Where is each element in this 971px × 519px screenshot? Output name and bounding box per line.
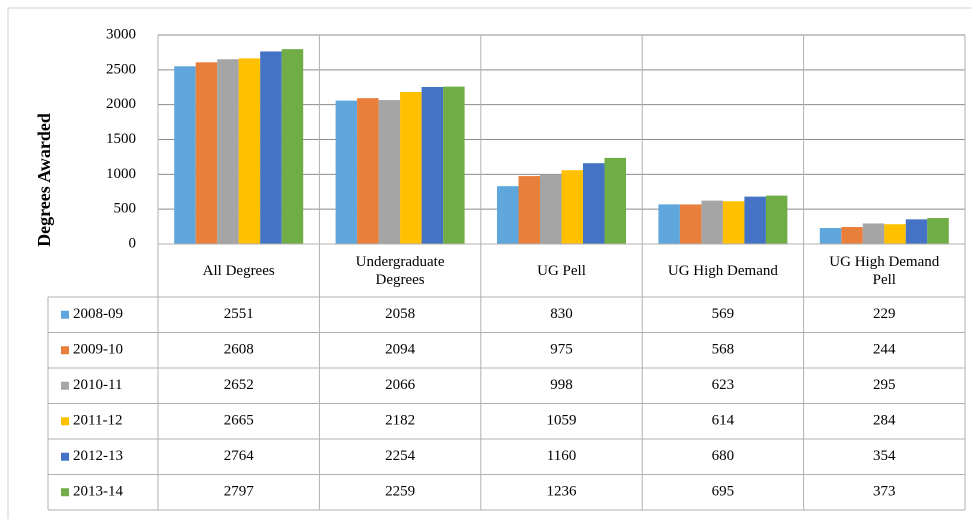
legend-swatch — [61, 310, 69, 319]
y-tick-label: 2500 — [106, 61, 136, 77]
legend-swatch — [61, 417, 69, 426]
table-value: 229 — [873, 306, 896, 322]
bar — [174, 66, 196, 244]
bar — [862, 223, 885, 244]
legend-swatch — [61, 381, 69, 390]
table-value: 2254 — [385, 448, 416, 464]
table-value: 614 — [712, 413, 735, 429]
bar — [260, 51, 282, 245]
table-value: 2608 — [224, 342, 254, 358]
y-axis-title: Degrees Awarded — [34, 113, 54, 247]
x-tick-label: UG High Demand Pell — [829, 253, 940, 288]
legend-label: 2013-14 — [73, 484, 123, 500]
legend-label: 2011-12 — [73, 413, 122, 429]
bar — [238, 58, 261, 244]
bar — [540, 174, 562, 244]
table-value: 1236 — [547, 484, 578, 500]
legend-label: 2012-13 — [73, 448, 123, 464]
bar — [561, 170, 583, 244]
x-tick-label: All Degrees — [202, 262, 275, 279]
bar — [583, 163, 605, 244]
legend-swatch — [61, 452, 69, 461]
bar — [518, 176, 540, 244]
y-tick-label: 500 — [114, 201, 137, 217]
legend-label: 2010-11 — [73, 377, 122, 393]
table-value: 1160 — [547, 448, 576, 464]
table-value: 373 — [873, 484, 896, 500]
table-value: 830 — [550, 306, 573, 322]
bar — [765, 195, 788, 244]
category-header: UG High Demand Pell — [829, 253, 940, 288]
table-value: 284 — [873, 413, 896, 429]
table-value: 2797 — [224, 484, 255, 500]
table-value: 975 — [550, 342, 573, 358]
category-header: Undergraduate Degrees — [355, 253, 445, 288]
table-value: 2652 — [224, 377, 254, 393]
category-header: UG High Demand — [667, 262, 778, 279]
table-value: 354 — [873, 448, 896, 464]
x-tick-label: UG Pell — [537, 262, 586, 279]
table-value: 2764 — [224, 448, 255, 464]
bar — [927, 218, 949, 244]
bar — [195, 62, 218, 245]
bar — [421, 86, 444, 244]
y-tick-label: 1500 — [106, 131, 136, 147]
table-value: 680 — [712, 448, 735, 464]
bar — [884, 224, 906, 244]
bar — [378, 100, 401, 244]
table-value: 2058 — [385, 306, 415, 322]
bar — [400, 91, 422, 244]
bar — [722, 201, 745, 244]
bar — [819, 228, 842, 244]
bar — [905, 219, 928, 244]
y-tick-label: 2000 — [106, 96, 136, 112]
table-value: 2182 — [385, 413, 415, 429]
bar — [281, 49, 304, 244]
table-value: 2259 — [385, 484, 415, 500]
bar — [443, 86, 465, 244]
bar — [357, 98, 379, 244]
bar — [604, 157, 626, 244]
table-value: 295 — [873, 377, 896, 393]
bar — [744, 196, 766, 244]
chart-border — [7, 7, 971, 519]
legend-swatch — [61, 346, 69, 355]
category-header: All Degrees — [202, 262, 275, 279]
category-header: UG Pell — [537, 262, 586, 279]
legend-swatch — [61, 488, 69, 497]
bar — [841, 227, 863, 244]
bar — [335, 100, 358, 244]
table-value: 2551 — [224, 306, 254, 322]
table-value: 568 — [712, 342, 735, 358]
y-tick-label: 1000 — [106, 166, 136, 182]
table-value: 569 — [712, 306, 735, 322]
y-tick-label: 0 — [129, 235, 137, 251]
bar — [701, 200, 723, 244]
bar — [679, 204, 702, 244]
bar — [658, 204, 680, 244]
x-tick-label: Undergraduate Degrees — [355, 253, 445, 288]
legend-label: 2008-09 — [73, 306, 123, 322]
legend-label: 2009-10 — [73, 342, 123, 358]
table-value: 2665 — [224, 413, 254, 429]
x-tick-label: UG High Demand — [667, 262, 778, 279]
table-value: 2094 — [385, 342, 416, 358]
table-value: 623 — [712, 377, 735, 393]
bar — [497, 186, 519, 244]
y-tick-label: 3000 — [106, 26, 136, 42]
table-value: 2066 — [385, 377, 416, 393]
table-value: 998 — [550, 377, 573, 393]
table-value: 695 — [712, 484, 735, 500]
table-value: 1059 — [547, 413, 577, 429]
bar — [217, 59, 239, 244]
table-value: 244 — [873, 342, 896, 358]
